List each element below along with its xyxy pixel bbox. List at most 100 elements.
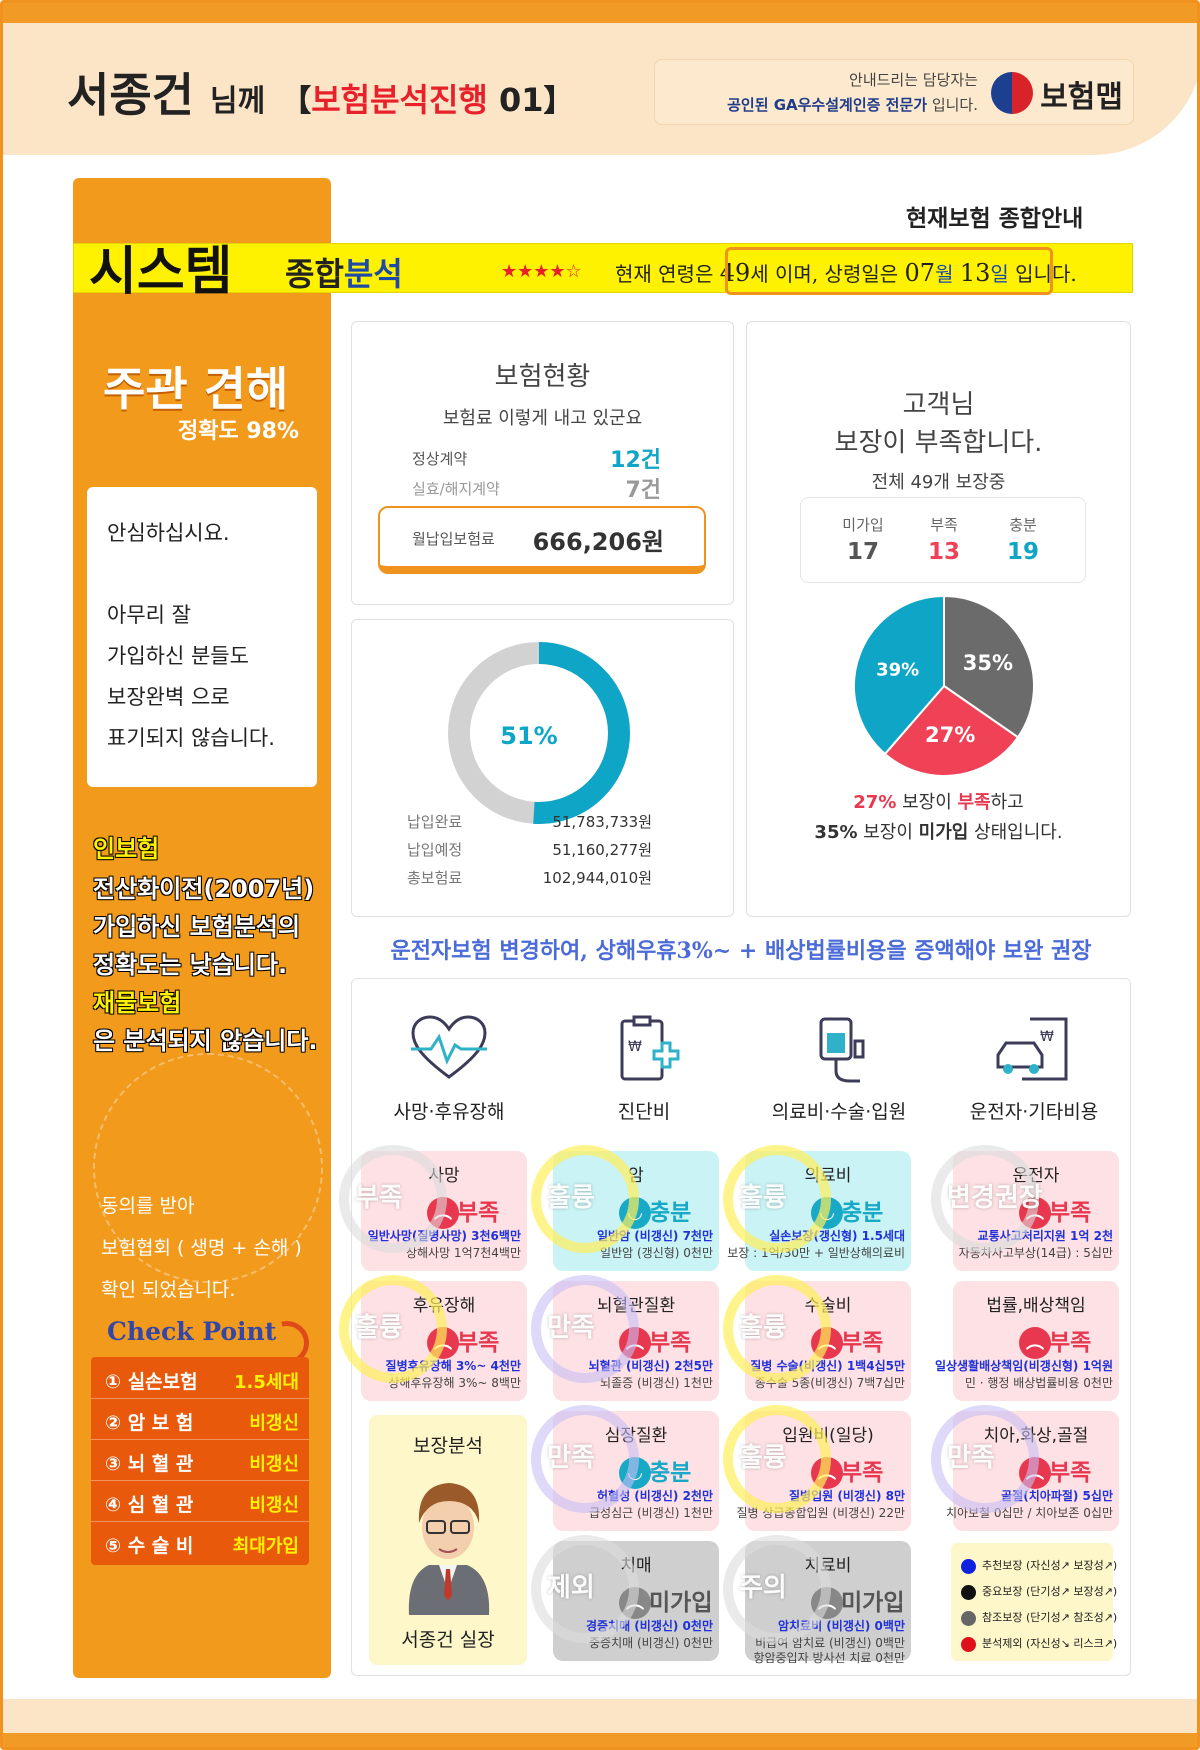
category-death-disability: 사망·후유장해 <box>359 1015 539 1124</box>
check-item-key: ④ 심 혈 관 <box>105 1494 194 1516</box>
cell-status: 부족 <box>649 1330 692 1356</box>
bracket-close: 】 <box>543 84 574 119</box>
count-none: 미가입 17 <box>823 514 903 565</box>
category-label: 사망·후유장해 <box>393 1101 505 1123</box>
paid-value: 51,783,733원 <box>552 813 652 831</box>
check-point-list: ① 실손보험 1.5세대 ② 암 보 험 비갱신 ③ 뇌 혈 관 비갱신 ④ 심 혈 … <box>91 1357 309 1565</box>
payment-donut: 51% <box>448 642 630 824</box>
coverage-subtitle: 전체 49개 보장중 <box>871 472 1006 493</box>
note-line1: 인보험 <box>93 835 160 863</box>
stamp-text: 만족 <box>547 1443 595 1473</box>
cell-detail2: 민 · 행정 배상법률비용 0천만 <box>964 1376 1113 1390</box>
stamp-ring: 훌륭 <box>723 1275 831 1383</box>
payment-card <box>351 619 734 917</box>
count-lack: 부족 13 <box>904 514 984 565</box>
system-sub1: 종합 <box>285 255 344 293</box>
lapsed-contract-label: 실효/해지계약 <box>412 480 500 498</box>
caption-lack-pct: 27% <box>853 792 897 813</box>
legend-item: 추천보장 (자신성↗ 보장성↗) <box>961 1557 1117 1574</box>
coverage-pie-chart: 35% 27% 39% <box>853 594 1035 777</box>
reassure-box: 안심하십시요. 아무리 잘 가입하신 분들도 보장완벽 으로 표기되지 않습니다… <box>87 487 317 787</box>
caption-lack-word: 부족 <box>957 792 991 813</box>
manager-title: 보장분석 <box>413 1435 483 1457</box>
category-driver: ₩ 운전자·기타비용 <box>944 1015 1124 1124</box>
consent-line3: 확인 되었습니다. <box>101 1279 236 1301</box>
legend-item: 참조보장 (단기성↗ 참조성↗) <box>961 1609 1117 1626</box>
age-prefix: 현재 연령은 <box>615 262 720 286</box>
reassure-line5: 표기되지 않습니다. <box>107 726 275 750</box>
manager-name: 서종건 실장 <box>401 1629 495 1651</box>
caption-none-word: 미가입 <box>918 822 969 843</box>
notice-line2: 공인된 GA우수설계인증 전문가 입니다. <box>727 94 978 115</box>
check-item: ⑤ 수 술 비 최대가입 <box>91 1523 309 1563</box>
caption-end2: 상태입니다. <box>968 822 1063 843</box>
check-item: ② 암 보 험 비갱신 <box>91 1400 309 1440</box>
reassure-line3: 가입하신 분들도 <box>107 644 249 668</box>
pie-slice-label: 27% <box>925 723 975 747</box>
stamp-ring: 만족 <box>931 1405 1039 1513</box>
check-item-value: 1.5세대 <box>233 1372 299 1393</box>
advice-line: 운전자보험 변경하여, 상해우휴3%~ + 배상법률비용을 증액해야 보완 권장 <box>390 938 1092 964</box>
month-unit: 월 <box>935 262 954 286</box>
check-item: ③ 뇌 혈 관 비갱신 <box>91 1441 309 1481</box>
heart-pulse-icon <box>411 1015 487 1079</box>
stamp-text: 주의 <box>739 1573 787 1603</box>
cell-status: 부족 <box>457 1200 500 1226</box>
certified-seal-icon <box>93 1053 323 1283</box>
category-label: 의료비·수술·입원 <box>771 1101 907 1123</box>
stamp-text: 제외 <box>547 1573 595 1603</box>
check-item: ① 실손보험 1.5세대 <box>91 1359 309 1399</box>
total-value: 102,944,010원 <box>542 869 652 887</box>
check-item-value: 최대가입 <box>232 1536 299 1557</box>
caption-none-pct: 35% <box>814 822 858 843</box>
svg-text:₩: ₩ <box>628 1039 642 1055</box>
check-item-value: 비갱신 <box>249 1454 299 1475</box>
stamp-ring: 훌륭 <box>723 1405 831 1513</box>
check-point-title: Check Point <box>107 1317 277 1346</box>
cell-status: 부족 <box>1049 1330 1092 1356</box>
cell-name: 법률,배상책임 <box>986 1296 1086 1316</box>
donut-percent: 51% <box>500 722 557 750</box>
system-sub2: 분석 <box>343 255 403 293</box>
status-title: 보험현황 <box>494 362 591 392</box>
manager-card: 보장분석 서종건 실장 <box>369 1415 527 1665</box>
reassure-line4: 보장완벽 으로 <box>107 685 230 709</box>
normal-contract-label: 정상계약 <box>412 450 468 468</box>
cell-status: 미가입 <box>841 1590 905 1616</box>
honorific: 님께 <box>209 84 266 119</box>
cell-status: 부족 <box>457 1330 500 1356</box>
cell-detail2: 급성심근 (비갱신) 1천만 <box>589 1506 713 1520</box>
customer-name: 서종건 <box>67 68 194 122</box>
month-value: 07 <box>904 259 936 287</box>
stamp-text: 훌륭 <box>739 1313 787 1343</box>
rating-stars: ★★★★☆ <box>501 261 582 282</box>
total-label: 총보험료 <box>407 869 463 887</box>
agent-notice: 안내드리는 담당자는 공인된 GA우수설계인증 전문가 입니다. 보험맵 <box>654 59 1134 125</box>
stamp-ring: 훌륭 <box>339 1275 447 1383</box>
stamp-ring: 훌륭 <box>531 1145 639 1253</box>
cell-status: 미가입 <box>649 1590 713 1616</box>
category-diagnosis: ₩ 진단비 <box>554 1015 734 1124</box>
age-unit: 세 <box>750 262 769 286</box>
sad-face-icon: ︵ <box>1019 1327 1051 1359</box>
paid-label: 납입완료 <box>407 813 463 831</box>
top-band <box>3 3 1197 23</box>
system-title: 시스템 <box>89 242 233 302</box>
pie-slice-label: 39% <box>876 660 919 681</box>
cell-detail2: 중증치매 (비갱신) 0천만 <box>589 1636 713 1650</box>
count-lack-label: 부족 <box>930 516 958 534</box>
lapsed-contract-value: 7건 <box>625 478 661 503</box>
header-title: 서종건 님께 【보험분석진행 01】 <box>67 59 574 125</box>
cell-status: 부족 <box>1049 1460 1092 1486</box>
status-subtitle: 보험료 이렇게 내고 있군요 <box>442 408 643 429</box>
check-item-key: ② 암 보 험 <box>105 1412 194 1434</box>
consent-line2: 보험협회 ( 생명 + 손해 ) <box>101 1237 302 1259</box>
stamp-ring: 훌륭 <box>723 1145 831 1253</box>
stamp-ring: 만족 <box>531 1405 639 1513</box>
donut-paid-arc <box>448 642 630 824</box>
day-value: 13 <box>959 259 991 287</box>
cell-status: 충분 <box>649 1200 692 1226</box>
legend-text: 중요보장 (단기성↗ 보장성↗) <box>982 1585 1118 1598</box>
legend-item: 중요보장 (단기성↗ 보장성↗) <box>961 1583 1117 1600</box>
stamp-ring: 제외 <box>531 1535 639 1643</box>
